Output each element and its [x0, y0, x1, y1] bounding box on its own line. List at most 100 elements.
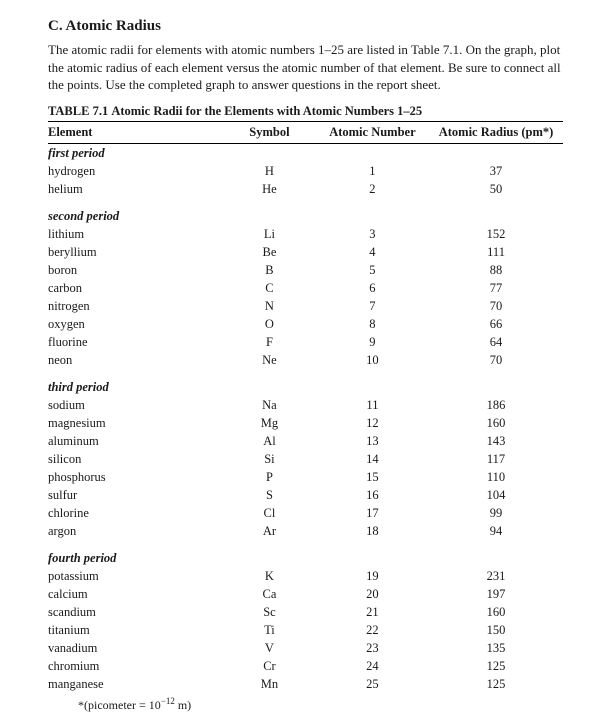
table-row: aluminumAl13143 — [48, 433, 563, 451]
cell-atomic-number: 14 — [316, 451, 429, 469]
cell-atomic-number: 25 — [316, 676, 429, 694]
header-symbol: Symbol — [223, 122, 316, 144]
cell-element: beryllium — [48, 244, 223, 262]
cell-element: argon — [48, 523, 223, 541]
cell-symbol: Al — [223, 433, 316, 451]
period-label: first period — [48, 143, 563, 163]
period-label-row: third period — [48, 370, 563, 397]
cell-symbol: K — [223, 568, 316, 586]
cell-symbol: Mg — [223, 415, 316, 433]
cell-element: chlorine — [48, 505, 223, 523]
cell-element: neon — [48, 352, 223, 370]
cell-symbol: P — [223, 469, 316, 487]
cell-atomic-radius: 135 — [429, 640, 563, 658]
cell-atomic-number: 5 — [316, 262, 429, 280]
cell-symbol: N — [223, 298, 316, 316]
cell-element: chromium — [48, 658, 223, 676]
atomic-radii-table: Element Symbol Atomic Number Atomic Radi… — [48, 122, 563, 694]
cell-symbol: V — [223, 640, 316, 658]
cell-symbol: C — [223, 280, 316, 298]
cell-atomic-number: 10 — [316, 352, 429, 370]
cell-element: hydrogen — [48, 163, 223, 181]
cell-element: sodium — [48, 397, 223, 415]
table-row: carbonC677 — [48, 280, 563, 298]
table-row: chromiumCr24125 — [48, 658, 563, 676]
table-row: hydrogenH137 — [48, 163, 563, 181]
cell-element: scandium — [48, 604, 223, 622]
table-row: potassiumK19231 — [48, 568, 563, 586]
cell-atomic-number: 22 — [316, 622, 429, 640]
table-row: titaniumTi22150 — [48, 622, 563, 640]
cell-element: boron — [48, 262, 223, 280]
table-row: neonNe1070 — [48, 352, 563, 370]
table-row: oxygenO866 — [48, 316, 563, 334]
cell-element: silicon — [48, 451, 223, 469]
cell-atomic-number: 19 — [316, 568, 429, 586]
cell-symbol: Na — [223, 397, 316, 415]
cell-element: manganese — [48, 676, 223, 694]
cell-element: carbon — [48, 280, 223, 298]
cell-symbol: Be — [223, 244, 316, 262]
table-row: argonAr1894 — [48, 523, 563, 541]
cell-atomic-number: 1 — [316, 163, 429, 181]
cell-atomic-radius: 125 — [429, 658, 563, 676]
table-row: sodiumNa11186 — [48, 397, 563, 415]
table-row: heliumHe250 — [48, 181, 563, 199]
cell-element: sulfur — [48, 487, 223, 505]
cell-atomic-number: 4 — [316, 244, 429, 262]
cell-atomic-number: 23 — [316, 640, 429, 658]
cell-element: calcium — [48, 586, 223, 604]
intro-text: The atomic radii for elements with atomi… — [48, 41, 563, 94]
cell-symbol: S — [223, 487, 316, 505]
cell-atomic-radius: 152 — [429, 226, 563, 244]
table-caption: TABLE 7.1 Atomic Radii for the Elements … — [48, 104, 563, 122]
table-row: berylliumBe4111 — [48, 244, 563, 262]
cell-symbol: Li — [223, 226, 316, 244]
cell-atomic-radius: 197 — [429, 586, 563, 604]
cell-atomic-number: 18 — [316, 523, 429, 541]
table-row: calciumCa20197 — [48, 586, 563, 604]
cell-symbol: Ca — [223, 586, 316, 604]
cell-atomic-radius: 37 — [429, 163, 563, 181]
cell-element: lithium — [48, 226, 223, 244]
period-label: second period — [48, 199, 563, 226]
table-row: siliconSi14117 — [48, 451, 563, 469]
table-label: TABLE 7.1 — [48, 104, 108, 118]
cell-atomic-radius: 66 — [429, 316, 563, 334]
cell-element: potassium — [48, 568, 223, 586]
cell-atomic-number: 16 — [316, 487, 429, 505]
table-body: first periodhydrogenH137heliumHe250secon… — [48, 143, 563, 694]
cell-atomic-radius: 231 — [429, 568, 563, 586]
cell-element: nitrogen — [48, 298, 223, 316]
cell-atomic-radius: 160 — [429, 415, 563, 433]
cell-atomic-radius: 64 — [429, 334, 563, 352]
cell-atomic-radius: 160 — [429, 604, 563, 622]
table-row: boronB588 — [48, 262, 563, 280]
cell-element: titanium — [48, 622, 223, 640]
page: C. Atomic Radius The atomic radii for el… — [0, 0, 601, 723]
cell-element: oxygen — [48, 316, 223, 334]
period-label: third period — [48, 370, 563, 397]
cell-atomic-radius: 125 — [429, 676, 563, 694]
table-row: nitrogenN770 — [48, 298, 563, 316]
cell-symbol: Ne — [223, 352, 316, 370]
table-row: sulfurS16104 — [48, 487, 563, 505]
cell-element: helium — [48, 181, 223, 199]
cell-atomic-radius: 110 — [429, 469, 563, 487]
table-row: fluorineF964 — [48, 334, 563, 352]
cell-atomic-number: 13 — [316, 433, 429, 451]
cell-atomic-number: 17 — [316, 505, 429, 523]
cell-symbol: Sc — [223, 604, 316, 622]
cell-atomic-radius: 50 — [429, 181, 563, 199]
cell-atomic-number: 8 — [316, 316, 429, 334]
cell-element: magnesium — [48, 415, 223, 433]
cell-atomic-radius: 143 — [429, 433, 563, 451]
table-row: vanadiumV23135 — [48, 640, 563, 658]
cell-symbol: Cr — [223, 658, 316, 676]
cell-element: vanadium — [48, 640, 223, 658]
cell-symbol: H — [223, 163, 316, 181]
table-title: Atomic Radii for the Elements with Atomi… — [111, 104, 422, 118]
table-row: manganeseMn25125 — [48, 676, 563, 694]
table-header-row: Element Symbol Atomic Number Atomic Radi… — [48, 122, 563, 144]
cell-atomic-radius: 99 — [429, 505, 563, 523]
